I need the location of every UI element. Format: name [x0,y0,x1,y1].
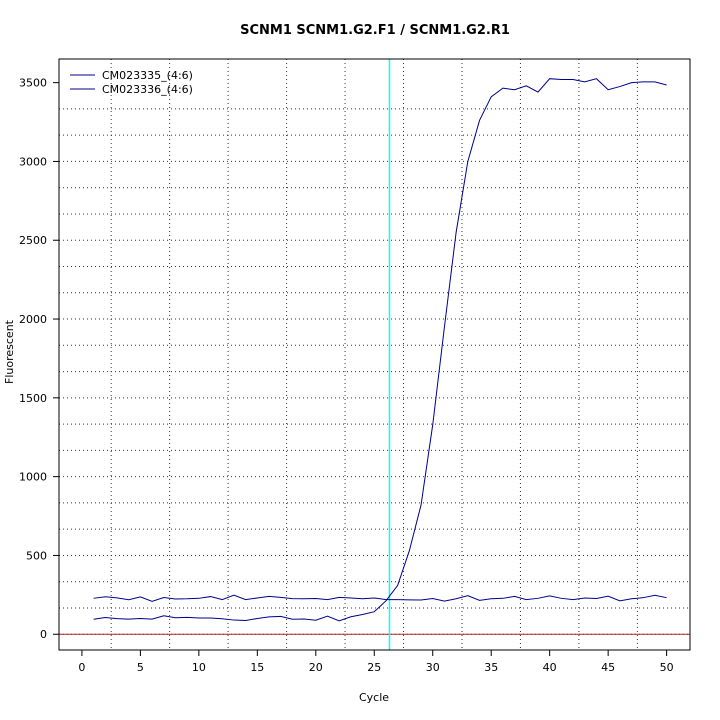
y-tick-label: 3000 [19,155,47,168]
y-tick-label: 500 [26,549,47,562]
series-line-1 [93,78,667,622]
x-tick-label: 40 [543,661,557,674]
y-tick-label: 2500 [19,234,47,247]
y-tick-label: 2000 [19,313,47,326]
y-tick-label: 0 [40,628,47,641]
x-tick-label: 20 [309,661,323,674]
legend-label: CM023336_(4:6) [102,83,193,96]
grid [59,59,690,650]
y-axis-label: Fluorescent [3,319,16,384]
series-group [93,78,667,622]
x-tick-label: 30 [426,661,440,674]
x-tick-label: 50 [660,661,674,674]
x-axis: 0 5 10 15 20 25 30 35 40 45 50 [78,649,674,674]
x-tick-label: 10 [192,661,206,674]
x-tick-label: 0 [78,661,85,674]
y-tick-label: 3500 [19,77,47,90]
chart-title: SCNM1 SCNM1.G2.F1 / SCNM1.G2.R1 [240,23,510,38]
x-tick-label: 25 [367,661,381,674]
legend-label: CM023335_(4:6) [102,69,193,82]
series-line-2 [93,594,667,602]
x-tick-label: 45 [601,661,615,674]
x-tick-label: 5 [137,661,144,674]
x-axis-label: Cycle [359,691,389,704]
y-tick-label: 1000 [19,471,47,484]
y-axis: 0 500 1000 1500 2000 2500 3000 3500 [19,77,59,641]
x-tick-label: 35 [484,661,498,674]
plot-frame [58,58,691,651]
y-tick-label: 1500 [19,392,47,405]
x-tick-label: 15 [250,661,264,674]
legend: CM023335_(4:6)CM023336_(4:6) [70,69,193,96]
